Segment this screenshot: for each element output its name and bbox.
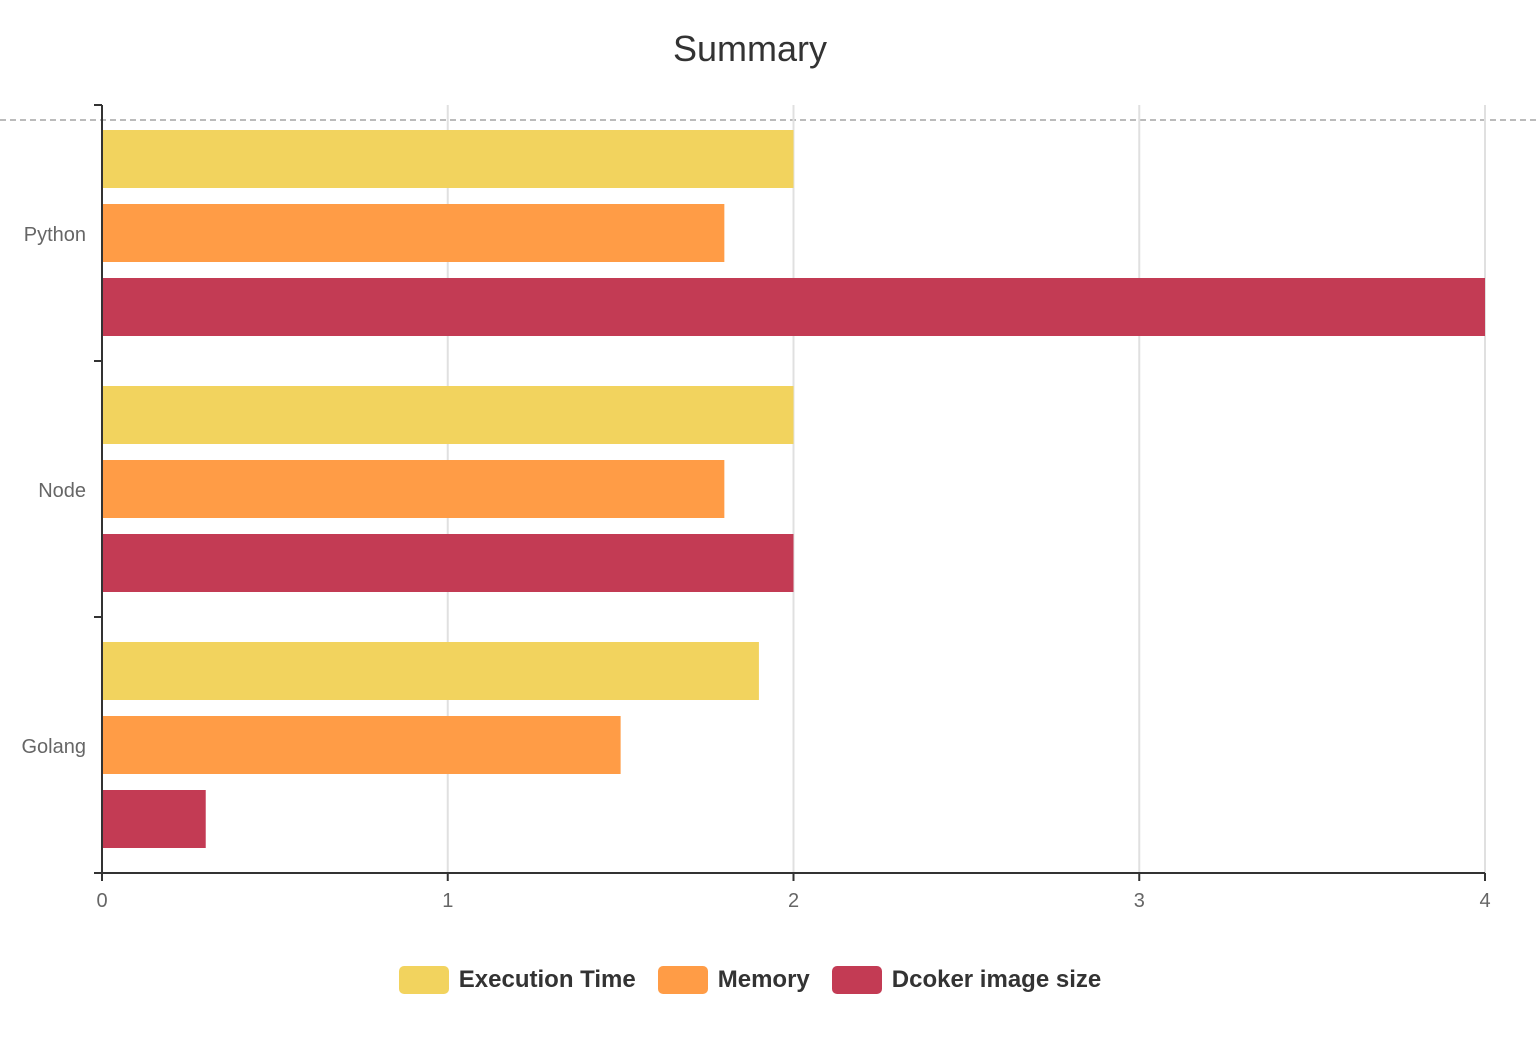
bar <box>102 204 725 262</box>
axis-labels: 0 1 2 3 4 Python Node Golang <box>22 224 1491 912</box>
bar <box>102 790 206 848</box>
y-category-label: Python <box>24 224 86 246</box>
legend-item[interactable]: Execution Time <box>398 966 636 994</box>
x-tick-label: 2 <box>788 890 799 912</box>
legend-swatch <box>831 966 882 994</box>
bar <box>102 130 794 188</box>
bar <box>102 642 759 700</box>
legend: Execution Time Memory Dcoker image size <box>0 966 1500 994</box>
legend-label: Execution Time <box>458 966 636 993</box>
x-tick-label: 4 <box>1479 890 1490 912</box>
bar <box>102 716 621 774</box>
legend-label: Memory <box>717 966 810 993</box>
bar <box>102 460 725 518</box>
bar <box>102 278 1485 336</box>
x-tick-label: 0 <box>96 890 107 912</box>
legend-swatch <box>657 966 708 994</box>
legend-item[interactable]: Dcoker image size <box>831 966 1102 994</box>
chart-title: Summary <box>672 28 828 69</box>
legend-label: Dcoker image size <box>891 966 1102 993</box>
y-category-label: Golang <box>22 736 87 758</box>
bars <box>102 130 1485 848</box>
x-tick-label: 1 <box>442 890 453 912</box>
axes <box>94 104 1486 881</box>
x-tick-label: 3 <box>1134 890 1145 912</box>
y-category-label: Node <box>38 480 86 502</box>
bar <box>102 386 794 444</box>
bar <box>102 534 794 592</box>
legend-item[interactable]: Memory <box>657 966 810 994</box>
legend-swatch <box>398 966 449 994</box>
